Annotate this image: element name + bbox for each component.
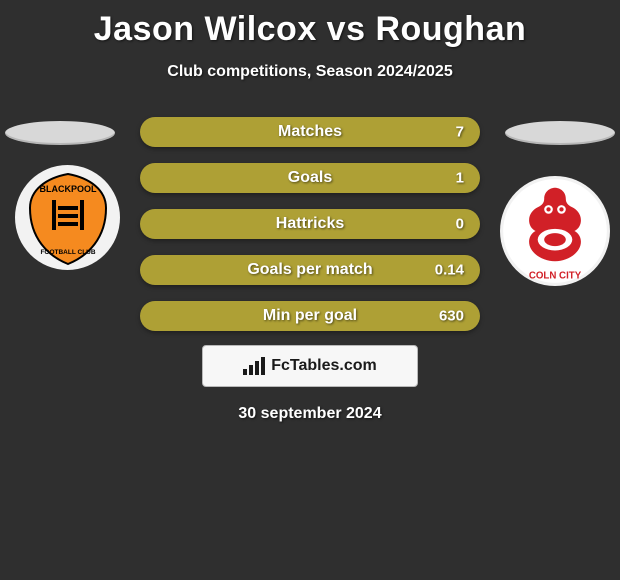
svg-text:COLN CITY: COLN CITY [529, 271, 582, 282]
crest-left: BLACKPOOL FOOTBALL CLUB [15, 165, 120, 270]
stat-label: Goals per match [247, 261, 372, 279]
stat-value: 630 [439, 308, 464, 325]
player-left-shadow [5, 121, 115, 145]
player-right-shadow [505, 121, 615, 145]
stat-label: Matches [278, 123, 342, 141]
stat-bar-min-per-goal: Min per goal 630 [140, 301, 480, 331]
stat-bar-matches: Matches 7 [140, 117, 480, 147]
bar-chart-icon [243, 357, 265, 375]
page-subtitle: Club competitions, Season 2024/2025 [0, 63, 620, 81]
stat-label: Goals [288, 169, 332, 187]
date-text: 30 september 2024 [238, 405, 381, 423]
svg-text:BLACKPOOL: BLACKPOOL [39, 184, 96, 194]
branding-badge: FcTables.com [202, 345, 418, 387]
blackpool-crest-icon: BLACKPOOL FOOTBALL CLUB [18, 168, 118, 268]
svg-text:FOOTBALL CLUB: FOOTBALL CLUB [40, 249, 95, 256]
stat-value: 0 [456, 216, 464, 233]
comparison-stage: BLACKPOOL FOOTBALL CLUB COLN CITY Matche… [0, 111, 620, 471]
stat-value: 7 [456, 124, 464, 141]
branding-text: FcTables.com [271, 357, 377, 375]
stat-label: Min per goal [263, 307, 357, 325]
lincoln-city-crest-icon: COLN CITY [501, 177, 609, 285]
stat-label: Hattricks [276, 215, 344, 233]
stat-value: 0.14 [435, 262, 464, 279]
stat-bar-goals-per-match: Goals per match 0.14 [140, 255, 480, 285]
stat-bar-goals: Goals 1 [140, 163, 480, 193]
crest-right: COLN CITY [500, 176, 610, 286]
stat-bar-hattricks: Hattricks 0 [140, 209, 480, 239]
page-title: Jason Wilcox vs Roughan [0, 0, 620, 49]
stat-value: 1 [456, 170, 464, 187]
